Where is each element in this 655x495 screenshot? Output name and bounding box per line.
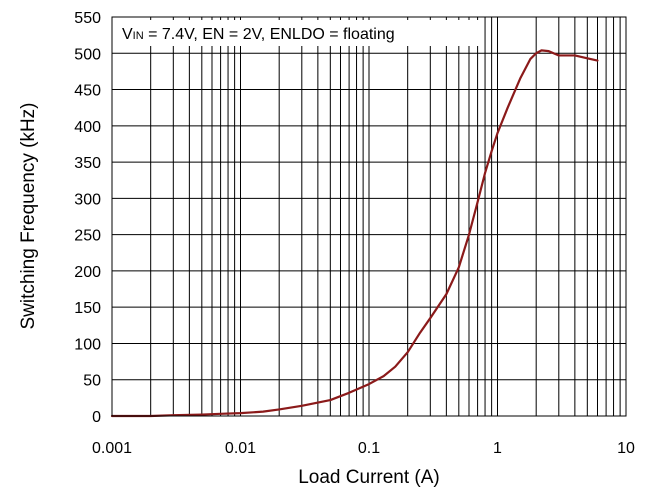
annotation-background	[118, 20, 482, 46]
annotation-rest: = 7.4V, EN = 2V, ENLDO = floating	[144, 26, 395, 43]
y-tick-label: 200	[74, 264, 101, 281]
y-tick-label: 400	[74, 119, 101, 136]
y-tick-label: 350	[74, 155, 101, 172]
x-tick-label: 0.01	[225, 440, 256, 457]
x-tick-labels: 0.001 0.01 0.1 1 10	[92, 440, 635, 457]
y-tick-label: 550	[74, 10, 101, 27]
y-tick-label: 250	[74, 228, 101, 245]
x-tick-label: 0.1	[358, 440, 380, 457]
y-tick-labels: 0 50 100 150 200 250 300 350 400 450 500 550	[74, 10, 101, 426]
y-tick-label: 150	[74, 300, 101, 317]
x-tick-label: 0.001	[92, 440, 132, 457]
plot-frame	[111, 16, 627, 417]
annotation-v: V	[122, 26, 133, 43]
y-tick-label: 50	[83, 373, 101, 390]
conditions-annotation: VIN = 7.4V, EN = 2V, ENLDO = floating	[118, 20, 482, 46]
x-tick-label: 1	[493, 440, 502, 457]
grid-lines	[112, 16, 626, 417]
y-tick-label: 500	[74, 46, 101, 63]
y-tick-label: 0	[92, 409, 101, 426]
y-axis-label: Switching Frequency (kHz)	[18, 102, 39, 329]
y-tick-label: 100	[74, 336, 101, 353]
annotation-text: VIN = 7.4V, EN = 2V, ENLDO = floating	[122, 26, 395, 43]
x-axis-label: Load Current (A)	[298, 467, 440, 488]
y-tick-label: 450	[74, 83, 101, 100]
series-line	[110, 49, 599, 418]
annotation-v-subscript: IN	[133, 30, 144, 42]
x-tick-label: 10	[617, 440, 635, 457]
y-tick-label: 300	[74, 191, 101, 208]
series-lines	[110, 49, 599, 418]
